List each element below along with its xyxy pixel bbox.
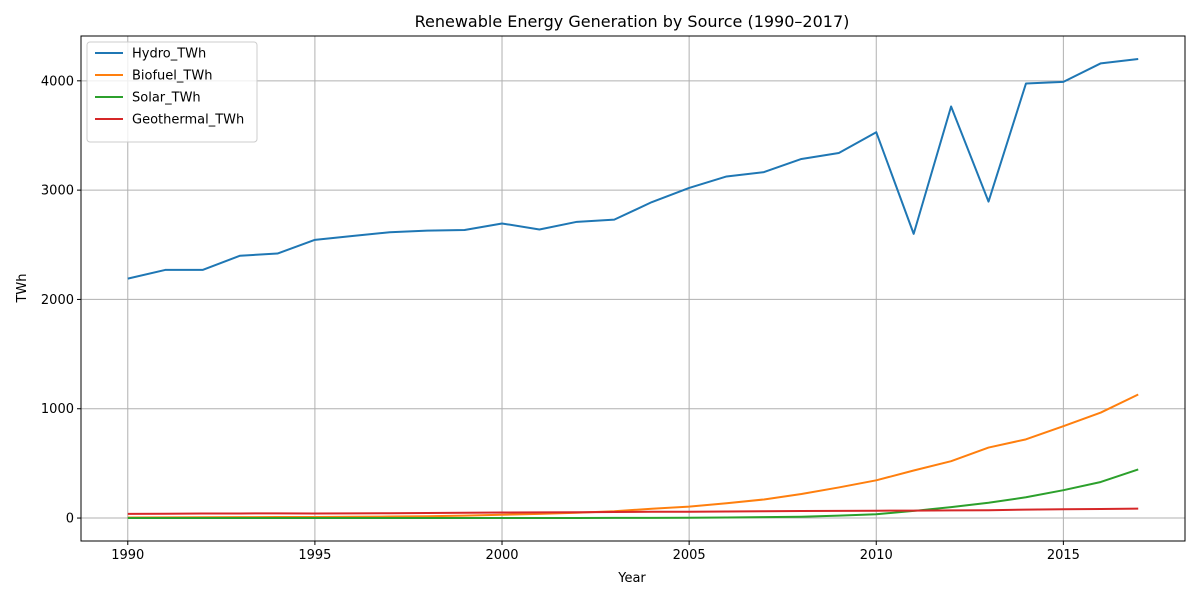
plot-frame <box>80 35 1186 542</box>
series-line-geothermal-twh <box>127 507 1139 515</box>
x-tick-label: 2000 <box>485 548 518 563</box>
y-tick-label: 2000 <box>41 293 74 308</box>
series-line-biofuel-twh <box>127 393 1139 519</box>
legend-label: Solar_TWh <box>132 91 201 106</box>
legend-label: Geothermal_TWh <box>132 113 244 128</box>
y-tick-label: 4000 <box>41 74 74 89</box>
y-tick-label: 3000 <box>41 184 74 199</box>
x-tick-label: 2010 <box>860 548 893 563</box>
legend-label: Biofuel_TWh <box>132 69 212 84</box>
legend-label: Hydro_TWh <box>132 47 206 62</box>
x-axis-label: Year <box>617 571 646 586</box>
y-axis-ticks: 0 1000 2000 3000 4000 <box>41 74 81 527</box>
x-tick-label: 2005 <box>673 548 706 563</box>
x-tick-label: 1995 <box>298 548 331 563</box>
series-line-hydro-twh <box>127 57 1139 280</box>
x-tick-label: 2015 <box>1047 548 1080 563</box>
chart-title: Renewable Energy Generation by Source (1… <box>415 12 850 31</box>
y-axis-label: TWh <box>15 273 30 303</box>
legend: Hydro_TWh Biofuel_TWh Solar_TWh Geothermal_… <box>86 41 258 143</box>
x-axis-ticks: 1990 1995 2000 2005 2010 2015 <box>111 541 1080 563</box>
series-lines <box>127 57 1139 520</box>
y-tick-label: 0 <box>66 512 74 527</box>
series-line-solar-twh <box>127 468 1139 520</box>
y-tick-label: 1000 <box>41 402 74 417</box>
x-tick-label: 1990 <box>111 548 144 563</box>
legend-box <box>86 41 258 143</box>
grid-lines <box>81 36 1185 541</box>
